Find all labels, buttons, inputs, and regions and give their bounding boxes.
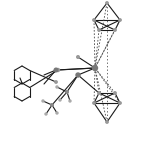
Circle shape [98, 92, 100, 94]
Circle shape [119, 102, 121, 104]
Circle shape [56, 112, 58, 114]
Circle shape [106, 121, 108, 123]
Circle shape [42, 100, 44, 102]
Circle shape [119, 19, 121, 21]
Circle shape [98, 29, 100, 31]
Circle shape [45, 113, 47, 115]
Circle shape [66, 91, 68, 93]
Circle shape [54, 68, 58, 72]
Circle shape [76, 73, 80, 77]
Circle shape [93, 66, 98, 70]
Circle shape [69, 100, 71, 102]
Circle shape [56, 86, 58, 88]
Circle shape [77, 56, 79, 58]
Circle shape [57, 69, 60, 72]
Circle shape [55, 81, 57, 83]
Circle shape [114, 92, 116, 94]
Circle shape [59, 99, 61, 101]
Circle shape [51, 104, 53, 106]
Circle shape [106, 2, 108, 4]
Circle shape [114, 29, 116, 31]
Circle shape [93, 102, 95, 104]
Circle shape [93, 19, 95, 21]
